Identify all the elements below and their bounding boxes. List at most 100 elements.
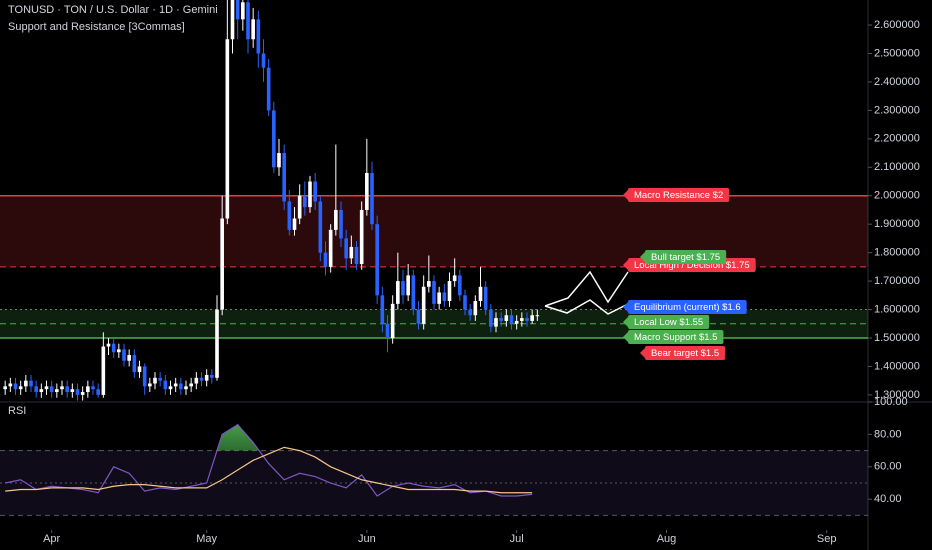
candle-body xyxy=(3,386,7,390)
chart-title: TONUSD · TON / U.S. Dollar · 1D · Gemini xyxy=(8,4,218,16)
label-box xyxy=(645,346,726,360)
candle-body xyxy=(416,309,421,324)
axes: 1.300000 1.400000 1.500000 1.600000 1.700000… xyxy=(43,19,920,545)
candle-body xyxy=(65,386,69,393)
candle-body xyxy=(525,318,529,321)
candle-body xyxy=(75,389,80,395)
candle-body xyxy=(432,281,436,304)
candle-body xyxy=(452,275,457,282)
candle-body xyxy=(272,110,276,168)
candle-body xyxy=(256,19,261,54)
candle-body xyxy=(365,172,369,210)
y-tick-label: 2.400000 xyxy=(874,76,920,88)
candle-body xyxy=(13,383,18,390)
candle-body xyxy=(380,295,385,324)
candle-body xyxy=(385,323,390,338)
label-box xyxy=(628,315,710,329)
label-pointer xyxy=(640,348,645,358)
label-text: Macro Resistance $2 xyxy=(634,190,723,201)
candle-body xyxy=(442,292,447,302)
candle-body xyxy=(344,238,348,259)
candle-body xyxy=(375,224,379,296)
candle-body xyxy=(303,195,307,208)
candle-body xyxy=(396,281,400,304)
candle-body xyxy=(49,386,54,393)
candle-body xyxy=(251,19,255,40)
candle-body xyxy=(282,153,286,202)
candle-body xyxy=(106,343,111,347)
candle-body xyxy=(80,392,85,395)
projection xyxy=(544,270,629,315)
candle-body xyxy=(354,246,359,265)
label-text: Local Low $1.55 xyxy=(634,317,703,328)
candle-body xyxy=(132,355,137,373)
y-tick-label: 1.900000 xyxy=(874,218,920,230)
candle-body xyxy=(328,229,333,267)
candle-body xyxy=(478,286,483,302)
candle-body xyxy=(55,389,59,393)
candle-body xyxy=(24,380,28,387)
y-tick-label: 2.100000 xyxy=(874,161,920,173)
candle-body xyxy=(194,377,199,384)
rsi-ma-line xyxy=(5,446,533,494)
candle-body xyxy=(339,209,343,239)
candle-body xyxy=(117,349,121,353)
rsi-pane xyxy=(0,423,868,516)
label-text: Macro Support $1.5 xyxy=(634,332,717,343)
candle-body xyxy=(163,380,168,390)
label-pointer xyxy=(623,317,628,327)
bear-path xyxy=(544,299,629,315)
x-tick-label: Jun xyxy=(358,533,376,545)
y-tick-label: 1.600000 xyxy=(874,303,920,315)
candle-body xyxy=(411,275,416,310)
rsi-tick-label: 40.00 xyxy=(874,493,902,505)
y-tick-label: 2.000000 xyxy=(874,190,920,202)
candle-body xyxy=(318,201,323,253)
candle-body xyxy=(514,320,519,324)
candle-body xyxy=(323,252,328,267)
level-label: Macro Support $1.5 xyxy=(623,330,724,344)
candle-body xyxy=(199,377,204,381)
price-pane xyxy=(0,0,868,401)
y-tick-label: 1.700000 xyxy=(874,275,920,287)
y-tick-label: 2.300000 xyxy=(874,104,920,116)
label-pointer xyxy=(640,252,645,262)
candle-body xyxy=(390,303,395,338)
y-tick-label: 2.500000 xyxy=(874,47,920,59)
candle-body xyxy=(168,386,173,390)
y-tick-label: 1.300000 xyxy=(874,389,920,401)
candle-body xyxy=(406,275,410,296)
candle-body xyxy=(458,275,462,296)
rsi-tick-label: 80.00 xyxy=(874,428,902,440)
candle-body xyxy=(127,355,131,361)
label-box xyxy=(628,188,730,202)
candle-body xyxy=(292,218,297,230)
candle-body xyxy=(246,2,250,40)
candle-body xyxy=(241,2,245,20)
candle-body xyxy=(277,153,281,168)
y-tick-label: 2.600000 xyxy=(874,19,920,31)
candle-body xyxy=(210,374,214,378)
candle-body xyxy=(535,315,540,317)
candle-body xyxy=(266,67,271,111)
labels: Macro Resistance $2 Local High / Decision… xyxy=(623,188,756,360)
bull-path xyxy=(544,270,629,307)
x-tick-label: Apr xyxy=(43,533,60,545)
candle-body xyxy=(483,286,488,310)
candle-body xyxy=(184,386,188,390)
level-label: Macro Resistance $2 xyxy=(623,188,730,202)
label-box xyxy=(628,300,747,314)
candle-body xyxy=(463,295,467,310)
candle-body xyxy=(34,386,38,393)
candle-body xyxy=(297,195,302,219)
level-label: Equilibrium (current) $1.6 xyxy=(623,300,747,314)
candle-body xyxy=(8,383,13,387)
label-pointer xyxy=(623,260,628,270)
candle-body xyxy=(91,386,95,390)
candle-body xyxy=(70,389,75,393)
candle-body xyxy=(204,374,209,381)
chart-subtitle: Support and Resistance [3Commas] xyxy=(8,21,185,33)
level-label: Bull target $1.75 xyxy=(640,250,727,264)
label-box xyxy=(645,250,727,264)
